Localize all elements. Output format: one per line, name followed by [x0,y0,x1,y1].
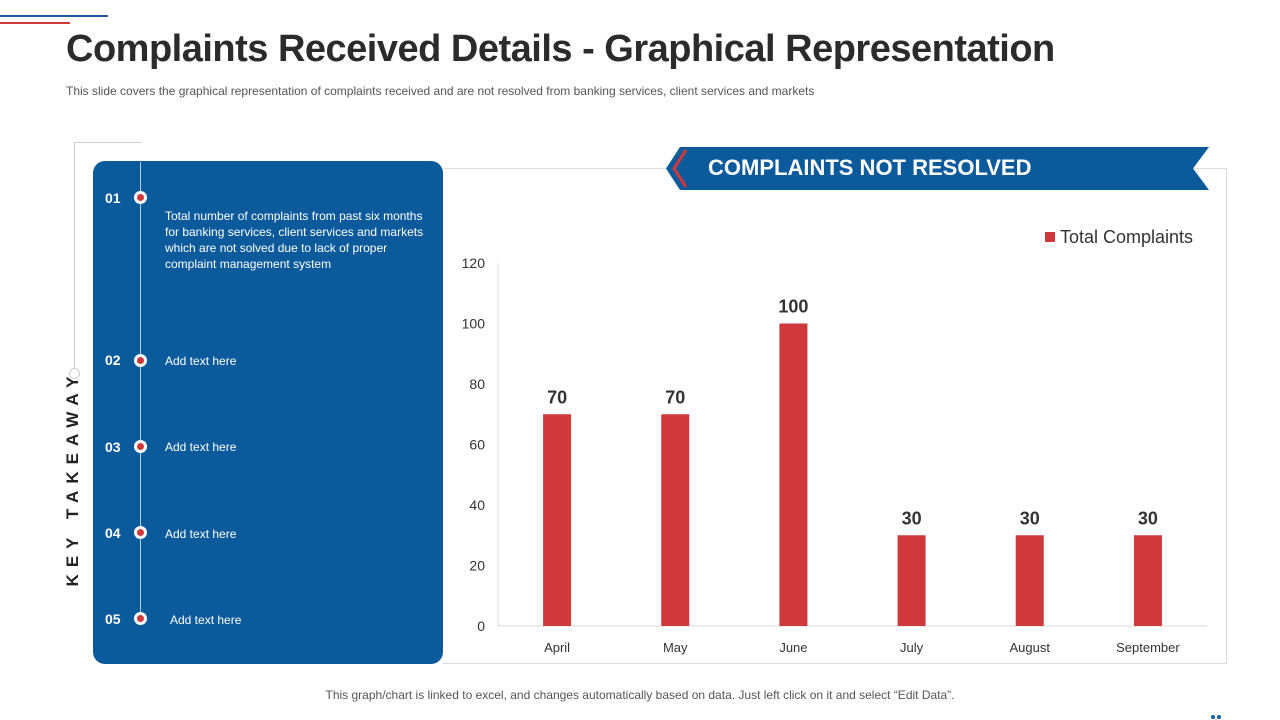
x-tick-label: May [663,640,688,655]
frame-dot-icon [69,368,80,379]
bar-july [897,535,926,626]
x-tick-label: July [900,640,924,655]
timeline-dot-icon [134,526,147,539]
y-tick-label: 80 [469,376,485,392]
takeaway-number-03: 03 [105,439,121,455]
bar-august [1015,535,1044,626]
bar-june [779,323,808,626]
x-tick-label: August [1010,640,1051,655]
corner-dots-icon [1211,706,1223,720]
page-title: Complaints Received Details - Graphical … [66,28,1055,70]
y-tick-label: 120 [462,255,486,271]
bar-may [661,414,690,626]
bar-september [1133,535,1162,626]
data-label: 30 [1020,508,1040,528]
y-tick-label: 60 [469,437,485,453]
x-tick-label: June [779,640,807,655]
y-tick-label: 40 [469,497,485,513]
takeaway-panel [93,161,443,664]
data-label: 70 [547,387,567,407]
x-tick-label: September [1116,640,1180,655]
y-tick-label: 0 [477,618,485,634]
banner-title: COMPLAINTS NOT RESOLVED [708,155,1032,180]
data-label: 100 [778,297,808,317]
takeaway-number-01: 01 [105,190,121,206]
legend-swatch [1045,232,1055,242]
takeaway-number-05: 05 [105,611,121,627]
top-accent-line-blue [0,15,108,17]
timeline-dot-icon [134,612,147,625]
bar-april [543,414,572,626]
bar-chart[interactable]: 0 20 40 60 80 100 120 70 April 70 May 100 June 30 July… [443,220,1227,665]
takeaway-text-01[interactable]: Total number of complaints from past six… [165,209,424,271]
page-subtitle: This slide covers the graphical represen… [66,84,815,98]
takeaway-text-04[interactable]: Add text here [165,527,237,541]
top-accent-line-red [0,22,70,24]
takeaway-number-02: 02 [105,352,121,368]
timeline-line [140,162,141,622]
timeline-dot-icon [134,191,147,204]
legend-label: Total Complaints [1060,227,1193,247]
footer-note: This graph/chart is linked to excel, and… [325,688,955,702]
takeaway-text-03[interactable]: Add text here [165,440,237,454]
takeaway-number-04: 04 [105,525,121,541]
data-label: 70 [665,387,685,407]
data-label: 30 [1138,508,1158,528]
banner-ribbon [666,147,1209,190]
key-takeaway-label: KEY TAKEAWAY [63,369,82,587]
takeaway-text-02[interactable]: Add text here [165,354,237,368]
y-tick-label: 20 [469,558,485,574]
takeaway-text-05[interactable]: Add text here [170,613,242,627]
data-label: 30 [902,508,922,528]
takeaway-frame [74,142,142,374]
timeline-dot-icon [134,440,147,453]
timeline-dot-icon [134,354,147,367]
x-tick-label: April [544,640,570,655]
y-tick-label: 100 [462,316,486,332]
